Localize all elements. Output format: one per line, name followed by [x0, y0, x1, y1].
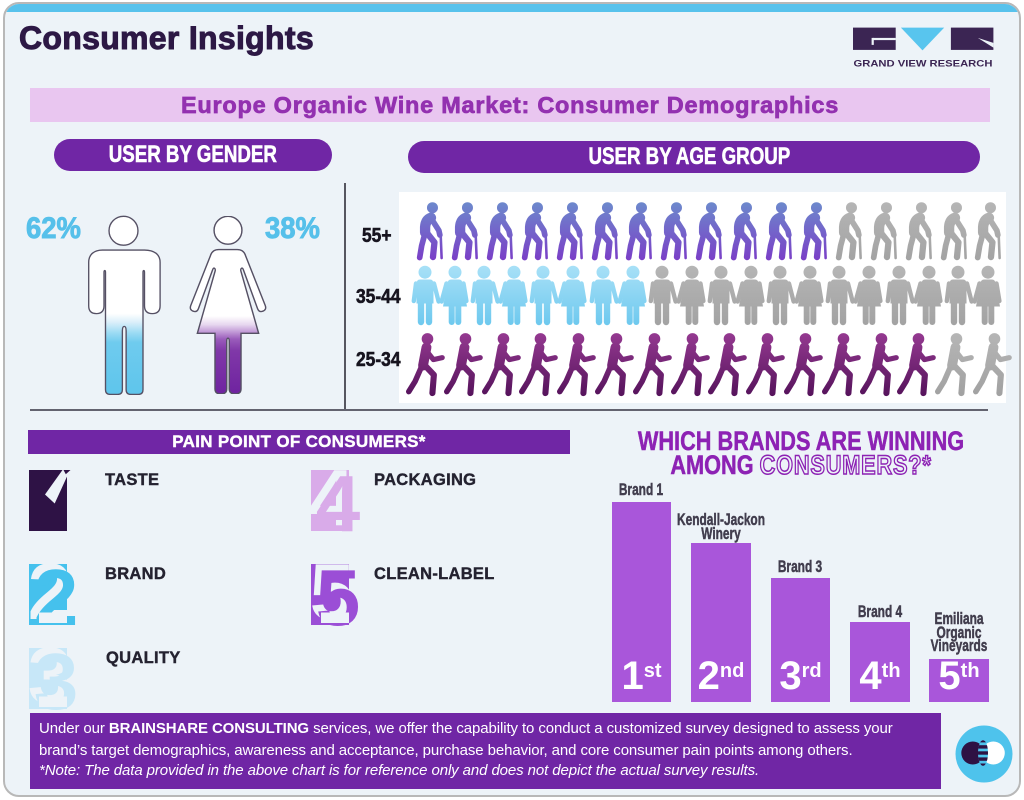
svg-text:4: 4 [311, 470, 355, 540]
svg-text:4: 4 [316, 470, 361, 540]
svg-text:GRAND VIEW RESEARCH: GRAND VIEW RESEARCH [854, 58, 993, 68]
